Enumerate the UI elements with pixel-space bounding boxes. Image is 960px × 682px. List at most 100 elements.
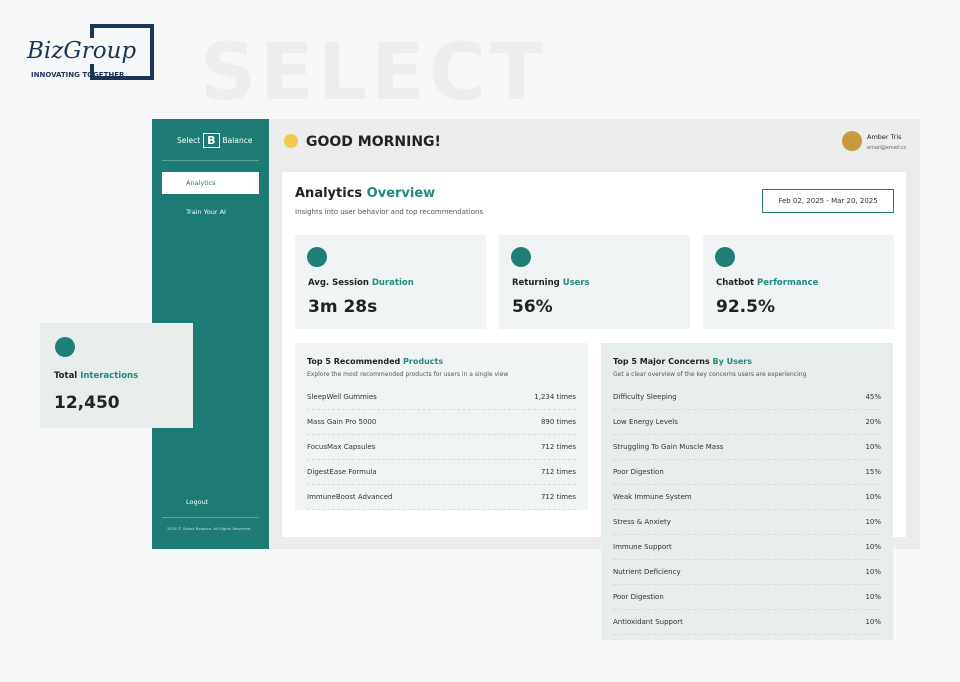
row-value: 1,234 times xyxy=(534,392,576,401)
user-name: Amber Tris xyxy=(867,133,902,141)
table-row: Stress & Anxiety 10% xyxy=(613,509,881,535)
title-text: Top 5 Major Concerns xyxy=(613,357,710,366)
stat-value: 3m 28s xyxy=(308,297,378,317)
card-title: Top 5 Recommended Products xyxy=(307,357,443,366)
table-row: Poor Digestion 10% xyxy=(613,584,881,610)
table-row: Mass Gain Pro 5000 890 times xyxy=(307,409,576,435)
row-label: Stress & Anxiety xyxy=(613,517,671,526)
row-value: 10% xyxy=(865,617,881,626)
table-row: DigestEase Formula 712 times xyxy=(307,459,576,485)
label-text: Avg. Session xyxy=(308,278,369,288)
concerns-card: Top 5 Major Concerns By Users Get a clear… xyxy=(601,343,893,640)
label-accent: Performance xyxy=(757,278,819,288)
stat-icon xyxy=(307,247,327,267)
label-text: Total xyxy=(54,371,78,381)
label-text: Chatbot xyxy=(716,278,755,288)
nav-label: Analytics xyxy=(186,179,216,187)
row-label: Poor Digestion xyxy=(613,467,664,476)
stat-icon xyxy=(55,337,75,357)
stat-value: 56% xyxy=(512,297,553,317)
sun-icon xyxy=(284,134,298,148)
table-row: Struggling To Gain Muscle Mass 10% xyxy=(613,434,881,460)
avatar xyxy=(842,131,862,151)
row-label: Difficulty Sleeping xyxy=(613,392,677,401)
logo-name: BizGroup xyxy=(25,38,139,64)
label-text: Returning xyxy=(512,278,560,288)
row-value: 15% xyxy=(865,467,881,476)
table-row: ImmuneBoost Advanced 712 times xyxy=(307,484,576,510)
nav-item[interactable]: Analytics xyxy=(162,172,259,194)
footer: 2025 © Select Balance. All Rights Reserv… xyxy=(167,526,252,531)
table-row: Poor Digestion 15% xyxy=(613,459,881,485)
stat-icon xyxy=(715,247,735,267)
row-label: Weak Immune System xyxy=(613,492,692,501)
stat-value: 12,450 xyxy=(54,393,120,413)
date-picker[interactable]: Feb 02, 2025 - Mar 20, 2025 xyxy=(762,189,894,213)
row-label: Immune Support xyxy=(613,542,672,551)
overview-title: Analytics Overview xyxy=(295,186,435,201)
table-row: Weak Immune System 10% xyxy=(613,484,881,510)
nav-label: Train Your AI xyxy=(186,208,226,216)
row-label: Mass Gain Pro 5000 xyxy=(307,417,377,426)
row-value: 10% xyxy=(865,542,881,551)
divider xyxy=(162,517,259,518)
row-value: 10% xyxy=(865,517,881,526)
logout[interactable]: Logout xyxy=(186,498,209,506)
stat-value: 92.5% xyxy=(716,297,775,317)
table-row: Antioxidant Support 10% xyxy=(613,609,881,635)
divider xyxy=(162,160,259,161)
row-value: 712 times xyxy=(540,442,576,451)
brand-text: Select xyxy=(177,136,201,145)
row-value: 712 times xyxy=(540,492,576,501)
card-description: Get a clear overview of the key concerns… xyxy=(613,371,807,378)
row-value: 890 times xyxy=(540,417,576,426)
logo-tagline: INNOVATING TOGETHER xyxy=(31,71,125,79)
row-label: Antioxidant Support xyxy=(613,617,683,626)
stat-label: Returning Users xyxy=(512,278,590,288)
stat-icon xyxy=(511,247,531,267)
date-range: Feb 02, 2025 - Mar 20, 2025 xyxy=(778,197,878,205)
user-email: email@email.cc xyxy=(867,145,907,151)
brand-mark: B xyxy=(203,133,220,148)
card-title: Top 5 Major Concerns By Users xyxy=(613,357,752,366)
title-text: Top 5 Recommended xyxy=(307,357,401,366)
greeting: GOOD MORNING! xyxy=(306,134,441,150)
title-accent: Products xyxy=(403,357,444,366)
stat-card: Chatbot Performance 92.5% xyxy=(703,235,894,329)
brand: Select B Balance xyxy=(177,133,252,148)
row-label: Poor Digestion xyxy=(613,592,664,601)
label-accent: Duration xyxy=(371,278,414,288)
stat-card: Returning Users 56% xyxy=(499,235,690,329)
row-value: 45% xyxy=(865,392,881,401)
table-row: Difficulty Sleeping 45% xyxy=(613,384,881,410)
row-value: 20% xyxy=(865,417,881,426)
row-label: ImmuneBoost Advanced xyxy=(307,492,393,501)
table-row: Immune Support 10% xyxy=(613,534,881,560)
products-card: Top 5 Recommended Products Explore the mo… xyxy=(295,343,588,510)
row-label: SleepWell Gummies xyxy=(307,392,377,401)
nav-item[interactable]: Train Your AI xyxy=(162,201,259,223)
title-accent: Overview xyxy=(366,186,436,201)
table-row: FocusMax Capsules 712 times xyxy=(307,434,576,460)
label-accent: Interactions xyxy=(80,371,139,381)
title-text: Analytics xyxy=(295,186,363,201)
row-label: FocusMax Capsules xyxy=(307,442,376,451)
row-label: Struggling To Gain Muscle Mass xyxy=(613,442,724,451)
stat-label: Total Interactions xyxy=(54,371,138,381)
card-description: Explore the most recommended products fo… xyxy=(307,371,509,378)
row-value: 712 times xyxy=(540,467,576,476)
table-row: Low Energy Levels 20% xyxy=(613,409,881,435)
stat-card: Avg. Session Duration 3m 28s xyxy=(295,235,486,329)
row-label: DigestEase Formula xyxy=(307,467,377,476)
floating-stat: Total Interactions 12,450 xyxy=(40,323,193,428)
row-value: 10% xyxy=(865,492,881,501)
table-row: SleepWell Gummies 1,234 times xyxy=(307,384,576,410)
brand-text: Balance xyxy=(222,136,253,145)
stat-label: Chatbot Performance xyxy=(716,278,818,288)
title-accent: By Users xyxy=(712,357,753,366)
table-row: Nutrient Deficiency 10% xyxy=(613,559,881,585)
label-accent: Users xyxy=(562,278,590,288)
row-value: 10% xyxy=(865,567,881,576)
overview-subtitle: Insights into user behavior and top reco… xyxy=(295,208,484,216)
